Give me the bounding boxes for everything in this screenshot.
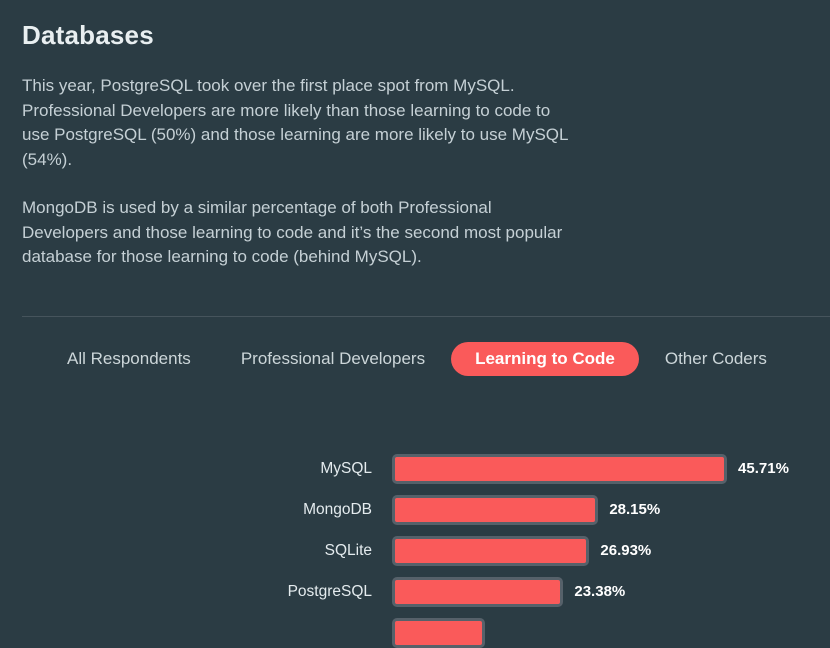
bar-label: SQLite	[324, 541, 372, 559]
intro-text: This year, PostgreSQL took over the firs…	[22, 74, 830, 270]
bar-label: MongoDB	[303, 500, 372, 518]
partial-bar	[392, 617, 486, 648]
bar-label: MySQL	[320, 459, 372, 477]
bar-row-postgresql: PostgreSQL 23.38%	[22, 576, 830, 607]
bar-row-partial	[22, 617, 830, 648]
bar-value-label: 23.38%	[574, 583, 626, 600]
tab-other-coders[interactable]: Other Coders	[664, 348, 767, 368]
bar-value-label: 28.15%	[609, 501, 661, 518]
tab-all-respondents[interactable]: All Respondents	[67, 348, 191, 368]
bar-row-mysql: MySQL 45.71%	[22, 453, 830, 484]
intro-paragraph-1: This year, PostgreSQL took over the firs…	[22, 76, 568, 169]
section-divider	[22, 315, 830, 317]
respondent-tabs: All Respondents Professional Developers Le…	[67, 341, 830, 376]
bar	[392, 576, 564, 607]
bar-row-sqlite: SQLite 26.93%	[22, 535, 830, 566]
page-title: Databases	[22, 20, 154, 50]
bar-label: PostgreSQL	[287, 582, 372, 600]
databases-bar-chart: MySQL 45.71% MongoDB 28.15% SQLite 26.93% Post…	[22, 453, 830, 648]
tab-learning-to-code[interactable]: Learning to Code	[451, 341, 639, 376]
intro-paragraph-2: MongoDB is used by a similar percentage …	[22, 198, 563, 266]
tab-professional-developers[interactable]: Professional Developers	[240, 348, 426, 368]
bar	[392, 453, 728, 484]
bar-value-label: 26.93%	[600, 542, 652, 559]
bar-value-label: 45.71%	[738, 460, 789, 477]
bar	[392, 494, 599, 525]
bar-row-mongodb: MongoDB 28.15%	[22, 494, 830, 525]
bar	[392, 535, 590, 566]
